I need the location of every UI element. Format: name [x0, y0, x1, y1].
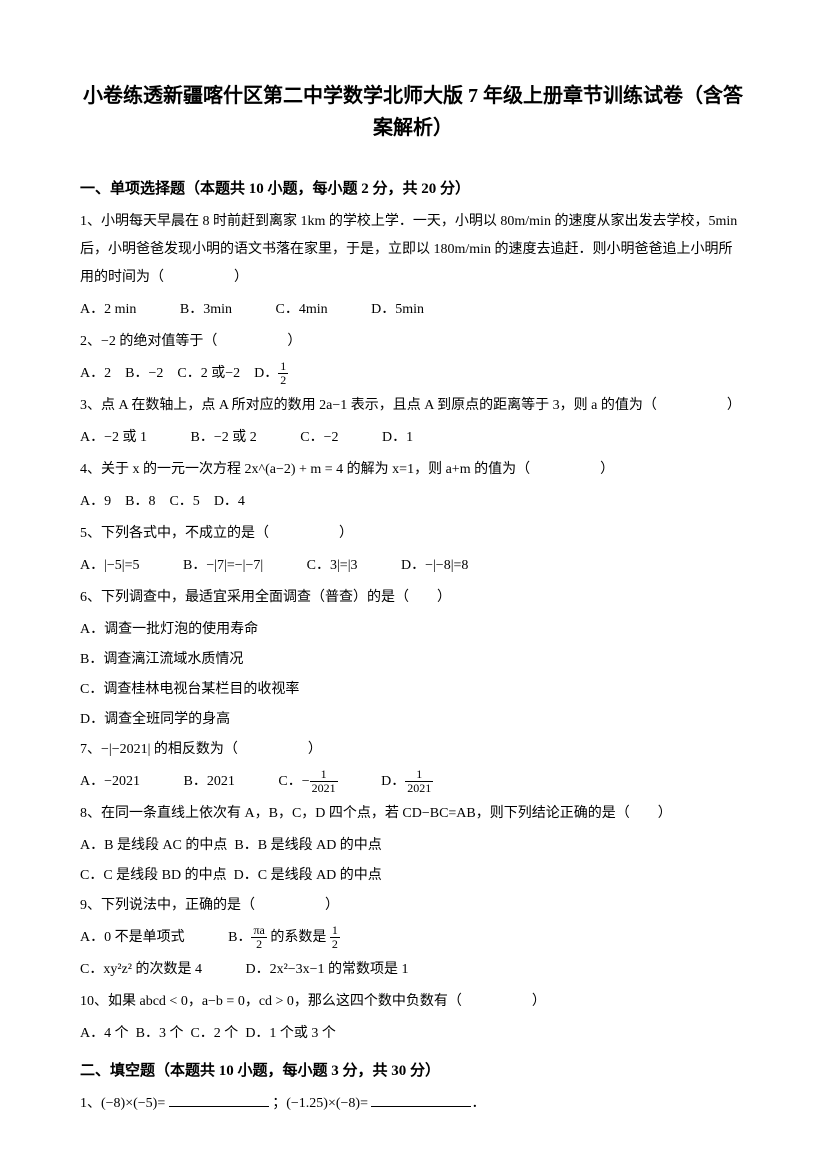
question-4-options: A．9 B．8 C．5 D．4	[80, 488, 746, 516]
section1-header: 一、单项选择题（本题共 10 小题，每小题 2 分，共 20 分）	[80, 174, 746, 204]
q7-optA: A．−2021	[80, 768, 140, 796]
question-8: 8、在同一条直线上依次有 A，B，C，D 四个点，若 CD−BC=AB，则下列结…	[80, 800, 746, 828]
question-2: 2、−2 的绝对值等于（ ）	[80, 328, 746, 356]
q3-optA: A．−2 或 1	[80, 424, 147, 452]
q10-optC: C．2 个	[190, 1026, 238, 1041]
q5-optB: B．−|7|=−|−7|	[183, 552, 263, 580]
q2-optA: A．2	[80, 366, 111, 381]
q3-optD: D．1	[382, 424, 413, 452]
page-title: 小卷练透新疆喀什区第二中学数学北师大版 7 年级上册章节训练试卷（含答案解析）	[80, 80, 746, 144]
question-3-options: A．−2 或 1 B．−2 或 2 C．−2 D．1	[80, 424, 746, 452]
q5-optA: A．|−5|=5	[80, 552, 140, 580]
q6-optC: C．调查桂林电视台某栏目的收视率	[80, 676, 746, 704]
blank-1	[169, 1090, 269, 1107]
q8-optCD: C．C 是线段 BD 的中点 D．C 是线段 AD 的中点	[80, 862, 746, 890]
q9-optB: B．πa2 的系数是 12	[228, 924, 340, 952]
q4-optC: C．5	[169, 494, 199, 509]
question-4: 4、关于 x 的一元一次方程 2x^(a−2) + m = 4 的解为 x=1，…	[80, 456, 746, 484]
question-5-options: A．|−5|=5 B．−|7|=−|−7| C．3|=|3 D．−|−8|=8	[80, 552, 746, 580]
q6-optD: D．调查全班同学的身高	[80, 706, 746, 734]
q9-optA: A．0 不是单项式	[80, 924, 185, 952]
q1-optB: B．3min	[180, 296, 232, 324]
q10-optD: D．1 个或 3 个	[245, 1026, 336, 1041]
question-3: 3、点 A 在数轴上，点 A 所对应的数用 2a−1 表示，且点 A 到原点的距…	[80, 392, 746, 420]
q2-optC: C．2 或−2	[177, 366, 240, 381]
question-9-options-2: C．xy²z² 的次数是 4 D．2x²−3x−1 的常数项是 1	[80, 956, 746, 984]
question-5: 5、下列各式中，不成立的是（ ）	[80, 520, 746, 548]
q2-optB: B．−2	[125, 366, 163, 381]
q7-optD: D．12021	[381, 768, 433, 796]
q4-optB: B．8	[125, 494, 155, 509]
section2-header: 二、填空题（本题共 10 小题，每小题 3 分，共 30 分）	[80, 1056, 746, 1086]
q9-optC: C．xy²z² 的次数是 4	[80, 956, 202, 984]
question-7: 7、−|−2021| 的相反数为（ ）	[80, 736, 746, 764]
q7-optC: C．−12021	[278, 768, 337, 796]
question-7-options: A．−2021 B．2021 C．−12021 D．12021	[80, 768, 746, 796]
q6-optB: B．调查漓江流域水质情况	[80, 646, 746, 674]
q1-optD: D．5min	[371, 296, 424, 324]
question-6: 6、下列调查中，最适宜采用全面调查（普查）的是（ ）	[80, 584, 746, 612]
question-10: 10、如果 abcd < 0，a−b = 0，cd > 0，那么这四个数中负数有…	[80, 988, 746, 1016]
q6-optA: A．调查一批灯泡的使用寿命	[80, 616, 746, 644]
question-10-options: A．4 个 B．3 个 C．2 个 D．1 个或 3 个	[80, 1020, 746, 1048]
q2-optD-frac: 12	[278, 360, 288, 387]
q1-optA: A．2 min	[80, 296, 136, 324]
q9-optD: D．2x²−3x−1 的常数项是 1	[245, 956, 408, 984]
q7-optB: B．2021	[184, 768, 235, 796]
q5-optC: C．3|=|3	[307, 552, 358, 580]
question-9-options-1: A．0 不是单项式 B．πa2 的系数是 12	[80, 924, 746, 952]
question-1-options: A．2 min B．3min C．4min D．5min	[80, 296, 746, 324]
q3-optC: C．−2	[300, 424, 338, 452]
fill-question-1: 1、(−8)×(−5)= ；(−1.25)×(−8)= ．	[80, 1090, 746, 1118]
q2-optD-prefix: D．	[254, 366, 278, 381]
q3-optB: B．−2 或 2	[191, 424, 257, 452]
q1-optC: C．4min	[276, 296, 328, 324]
question-9: 9、下列说法中，正确的是（ ）	[80, 892, 746, 920]
question-2-options: A．2 B．−2 C．2 或−2 D．12	[80, 360, 746, 388]
question-1: 1、小明每天早晨在 8 时前赶到离家 1km 的学校上学．一天，小明以 80m/…	[80, 208, 746, 292]
q10-optB: B．3 个	[136, 1026, 184, 1041]
blank-2	[371, 1090, 471, 1107]
q8-optAB: A．B 是线段 AC 的中点 B．B 是线段 AD 的中点	[80, 832, 746, 860]
q10-optA: A．4 个	[80, 1026, 129, 1041]
q5-optD: D．−|−8|=8	[401, 552, 468, 580]
q4-optA: A．9	[80, 494, 111, 509]
q4-optD: D．4	[214, 494, 245, 509]
